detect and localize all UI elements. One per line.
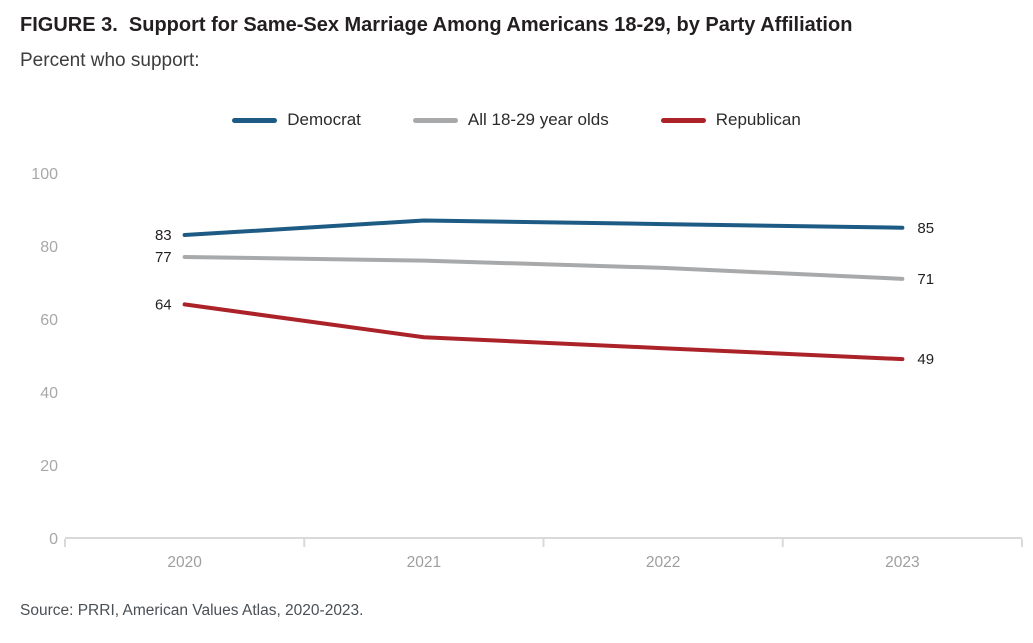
data-label-last: 85 (917, 220, 934, 237)
data-label-first: 83 (155, 227, 172, 244)
x-axis-tick-label: 2023 (885, 554, 919, 571)
y-axis-tick-label: 80 (40, 239, 58, 256)
legend-label: All 18-29 year olds (467, 110, 609, 129)
legend-swatch (660, 117, 706, 123)
series-line-all-18-29-year-olds (182, 254, 905, 281)
legend-label: Republican (715, 110, 801, 129)
data-label-first: 77 (155, 249, 172, 266)
legend-label: Democrat (287, 110, 361, 129)
data-label-last: 71 (917, 271, 934, 288)
legend-item-republican: Republican (660, 110, 801, 130)
figure-subtitle: Percent who support: (20, 50, 200, 71)
series-line-democrat (182, 218, 905, 238)
legend-swatch (412, 117, 458, 123)
y-axis-tick-label: 40 (40, 385, 58, 402)
y-axis-tick-label: 20 (40, 458, 58, 475)
series-line-republican (182, 302, 905, 362)
chart-legend: Democrat All 18-29 year olds Republican (30, 110, 1003, 130)
y-axis-tick-label: 100 (31, 166, 58, 183)
y-axis-tick-label: 60 (40, 312, 58, 329)
x-axis-tick-label: 2020 (167, 554, 202, 571)
x-axis-tick-label: 2021 (407, 554, 441, 571)
legend-item-democrat: Democrat (232, 110, 361, 130)
y-axis-tick-label: 0 (49, 531, 58, 548)
x-axis-tick-label: 2022 (646, 554, 680, 571)
line-chart-svg: 0 20 40 60 80 100 2020 2021 2022 2023 83 85 77 71 64 49 (31, 166, 1023, 571)
data-label-first: 64 (155, 296, 172, 313)
legend-swatch (232, 117, 278, 123)
legend-item-all-18-29: All 18-29 year olds (412, 110, 609, 130)
source-note: Source: PRRI, American Values Atlas, 202… (20, 602, 364, 619)
data-label-last: 49 (917, 351, 934, 368)
figure-title: FIGURE 3. Support for Same-Sex Marriage … (20, 14, 853, 36)
